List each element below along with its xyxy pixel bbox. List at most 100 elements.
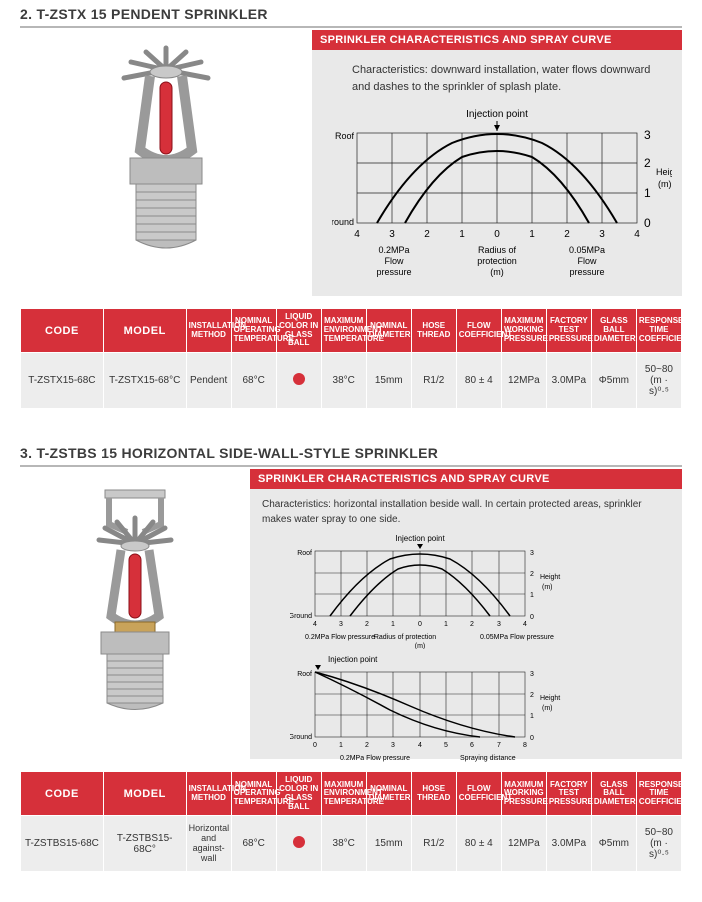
- th-resp: RESPONSE TIME COEFFICIENT: [636, 309, 681, 353]
- chart-br-1: 0.05MPa: [569, 245, 605, 255]
- svg-text:2: 2: [424, 229, 430, 240]
- svg-text:3: 3: [530, 550, 534, 557]
- th-ftp: FACTORY TEST PRESSURE: [546, 309, 591, 353]
- curve-banner: SPRINKLER CHARACTERISTICS AND SPRAY CURV…: [250, 469, 682, 489]
- svg-text:Height: Height: [540, 574, 560, 581]
- th-maxenv: MAXIMUM ENVIRONMENT TEMPERATURE: [321, 309, 366, 353]
- th-maxenv: MAXIMUM ENVIRONMENT TEMPERATURE: [321, 772, 366, 816]
- td-glass: Φ5mm: [591, 816, 636, 872]
- spray-chart-1: Injection point Roof Ground 432101234 32…: [250, 531, 682, 652]
- spec-table: CODE MODEL INSTALLATION METHOD NOMINAL O…: [20, 308, 682, 409]
- th-flow: FLOW COEFFICIENT: [456, 309, 501, 353]
- svg-text:2: 2: [564, 229, 570, 240]
- svg-text:1: 1: [530, 592, 534, 599]
- td-flow: 80 ± 4: [456, 353, 501, 409]
- td-maxwp: 12MPa: [501, 816, 546, 872]
- svg-text:protection: protection: [477, 256, 517, 266]
- chart-bl-1: 0.2MPa: [378, 245, 409, 255]
- td-code: T-ZSTBS15-68C: [21, 816, 104, 872]
- svg-text:2: 2: [530, 692, 534, 699]
- td-hose: R1/2: [411, 816, 456, 872]
- table-row: T-ZSTBS15-68C T-ZSTBS15-68C° Horizontal …: [21, 816, 682, 872]
- table-row: T-ZSTX15-68C T-ZSTX15-68°C Pendent 68°C …: [21, 353, 682, 409]
- svg-text:0: 0: [313, 742, 317, 749]
- svg-text:3: 3: [530, 671, 534, 678]
- svg-text:3: 3: [339, 621, 343, 628]
- sprinkler-icon: [86, 40, 246, 280]
- spray-chart: Injection point Roof Ground: [312, 103, 682, 286]
- th-glass: GLASS BALL DIAMETER: [591, 309, 636, 353]
- svg-text:0: 0: [644, 216, 651, 230]
- svg-text:Ground: Ground: [290, 734, 312, 741]
- svg-text:0.05MPa Flow pressure: 0.05MPa Flow pressure: [480, 634, 554, 641]
- th-nomop: NOMINAL OPERATING TEMPERATURE: [231, 309, 276, 353]
- td-model: T-ZSTX15-68°C: [103, 353, 186, 409]
- svg-text:1: 1: [644, 186, 651, 200]
- spray-chart-2: Injection point Roof Ground 012345678 32…: [250, 652, 682, 773]
- svg-text:3: 3: [391, 742, 395, 749]
- th-maxwp: MAXIMUM WORKING PRESSURE: [501, 309, 546, 353]
- td-model: T-ZSTBS15-68C°: [103, 816, 186, 872]
- svg-text:0: 0: [530, 735, 534, 742]
- th-hose: HOSE THREAD: [411, 309, 456, 353]
- svg-text:3: 3: [497, 621, 501, 628]
- svg-text:pressure: pressure: [569, 267, 604, 277]
- red-dot-icon: [293, 373, 305, 385]
- th-nomdia: NOMINAL DIAMETER: [366, 309, 411, 353]
- svg-text:1: 1: [444, 621, 448, 628]
- svg-text:2: 2: [365, 742, 369, 749]
- td-flow: 80 ± 4: [456, 816, 501, 872]
- chart-roof-label: Roof: [335, 131, 355, 141]
- sprinkler-icon: [55, 484, 215, 744]
- svg-text:Injection point: Injection point: [395, 534, 445, 543]
- table-header-row: CODE MODEL INSTALLATION METHOD NOMINAL O…: [21, 309, 682, 353]
- svg-text:pressure: pressure: [376, 267, 411, 277]
- td-install: Pendent: [186, 353, 231, 409]
- td-nomop: 68°C: [231, 816, 276, 872]
- td-resp: 50~80(m · s)⁰·⁵: [636, 353, 681, 409]
- section-title: 2. T-ZSTX 15 PENDENT SPRINKLER: [0, 0, 702, 26]
- th-code: CODE: [21, 309, 104, 353]
- svg-text:6: 6: [470, 742, 474, 749]
- svg-text:(m): (m): [542, 584, 553, 591]
- td-liquid: [276, 816, 321, 872]
- td-nomop: 68°C: [231, 353, 276, 409]
- red-dot-icon: [293, 836, 305, 848]
- title-underline: [20, 26, 682, 28]
- curve-panel: SPRINKLER CHARACTERISTICS AND SPRAY CURV…: [250, 469, 682, 759]
- section-name: T-ZSTBS 15 HORIZONTAL SIDE-WALL-STYLE SP…: [36, 445, 438, 461]
- chart-ground-label: Ground: [332, 217, 354, 227]
- svg-text:5: 5: [444, 742, 448, 749]
- td-install: Horizontal and against-wall: [186, 816, 231, 872]
- svg-text:4: 4: [418, 742, 422, 749]
- svg-text:0: 0: [530, 614, 534, 621]
- svg-text:1: 1: [530, 713, 534, 720]
- th-model: MODEL: [103, 772, 186, 816]
- section-name: T-ZSTX 15 PENDENT SPRINKLER: [36, 6, 267, 22]
- svg-text:Flow: Flow: [577, 256, 597, 266]
- svg-text:0.2MPa Flow pressure: 0.2MPa Flow pressure: [340, 755, 410, 762]
- svg-text:3: 3: [644, 128, 651, 142]
- svg-text:Height: Height: [540, 695, 560, 702]
- th-nomdia: NOMINAL DIAMETER: [366, 772, 411, 816]
- hero-row: SPRINKLER CHARACTERISTICS AND SPRAY CURV…: [20, 30, 682, 296]
- svg-text:0: 0: [418, 621, 422, 628]
- th-model: MODEL: [103, 309, 186, 353]
- td-ftp: 3.0MPa: [546, 353, 591, 409]
- th-nomop: NOMINAL OPERATING TEMPERATURE: [231, 772, 276, 816]
- td-resp: 50~80(m · s)⁰·⁵: [636, 816, 681, 872]
- svg-text:Radius of protection: Radius of protection: [374, 634, 436, 641]
- chart-height-label: Height: [656, 167, 672, 177]
- svg-text:Injection point: Injection point: [328, 655, 378, 664]
- svg-text:3: 3: [599, 229, 605, 240]
- svg-text:0.2MPa Flow pressure: 0.2MPa Flow pressure: [305, 634, 375, 641]
- th-resp: RESPONSE TIME COEFFICIENT: [636, 772, 681, 816]
- td-liquid: [276, 353, 321, 409]
- th-code: CODE: [21, 772, 104, 816]
- characteristics-text: Characteristics: horizontal installation…: [250, 489, 682, 531]
- svg-text:Radius of: Radius of: [478, 245, 517, 255]
- th-flow: FLOW COEFFICIENT: [456, 772, 501, 816]
- svg-text:Spraying distance: Spraying distance: [460, 755, 516, 762]
- th-install: INSTALLATION METHOD: [186, 772, 231, 816]
- td-nomdia: 15mm: [366, 816, 411, 872]
